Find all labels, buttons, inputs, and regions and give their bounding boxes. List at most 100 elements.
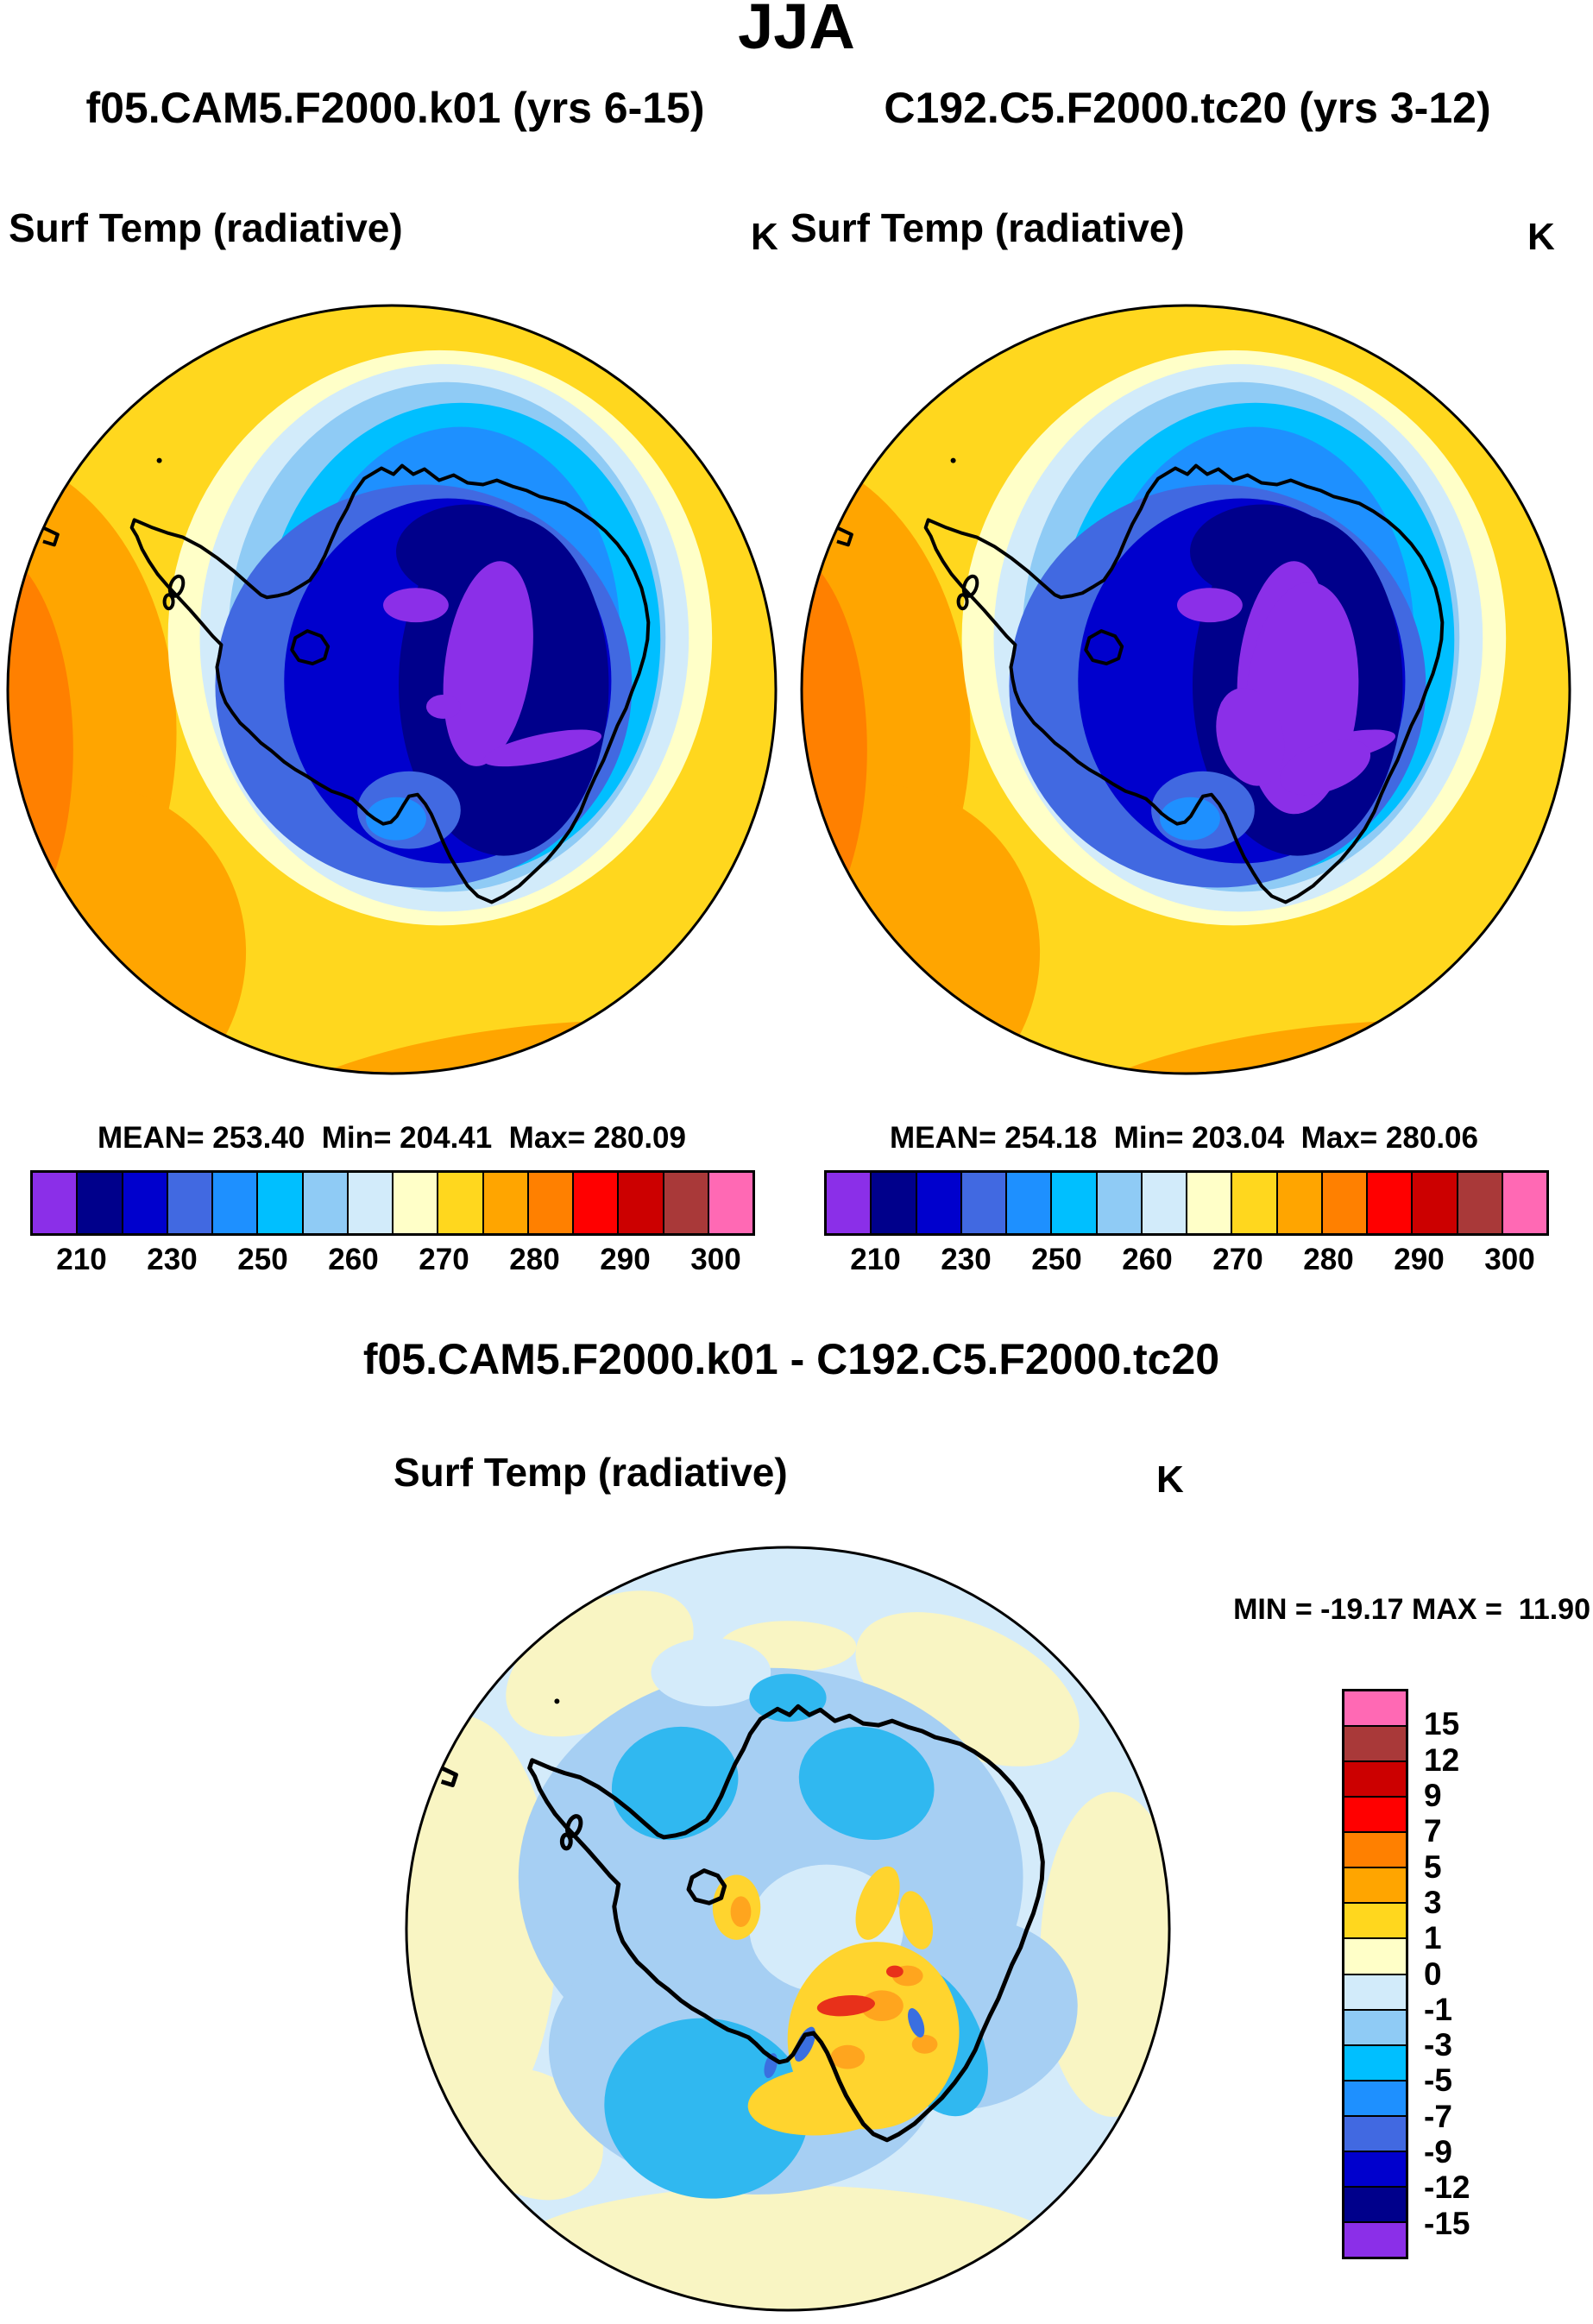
diff-colorbar-label: 5 — [1424, 1848, 1442, 1885]
colorbar-tick-label: 250 — [1031, 1243, 1082, 1276]
diff-colorbar-label: -15 — [1424, 2205, 1470, 2241]
colorbar-cell — [1140, 1173, 1186, 1233]
colorbar-tick-label: 300 — [1484, 1243, 1535, 1276]
colorbar-cell — [1411, 1173, 1457, 1233]
colorbar-cell — [1095, 1173, 1141, 1233]
colorbar-tick-label: 270 — [419, 1243, 469, 1276]
colorbar-cell — [707, 1173, 752, 1233]
temp-colorbar-ticks-right: 210 230 250 260 270 280 290 300 — [824, 1244, 1549, 1279]
colorbar-tick-label: 290 — [1394, 1243, 1445, 1276]
colorbar-cell — [1275, 1173, 1321, 1233]
diff-colorbar-label: 1 — [1424, 1920, 1442, 1956]
colorbar-tick-label: 210 — [850, 1243, 901, 1276]
diff-minmax-line: MIN = -19.17 MAX = 11.90 — [1233, 1593, 1590, 1626]
temp-colorbar-ticks-left: 210 230 250 260 270 280 290 300 — [30, 1244, 755, 1279]
surface-temp-diff-map — [403, 1546, 1173, 2314]
diff-colorbar-cell — [1344, 1902, 1406, 1938]
diff-colorbar-cell — [1344, 1831, 1406, 1867]
left-panel-subtitle: f05.CAM5.F2000.k01 (yrs 6-15) — [85, 84, 705, 132]
colorbar-cell — [526, 1173, 572, 1233]
colorbar-cell — [482, 1173, 527, 1233]
colorbar-cell — [1050, 1173, 1096, 1233]
diff-colorbar-label: -1 — [1424, 1991, 1452, 2027]
diff-colorbar-cell — [1344, 1725, 1406, 1761]
diff-colorbar-cell — [1344, 1973, 1406, 2009]
left-stats-line: MEAN= 253.40 Min= 204.41 Max= 280.09 — [98, 1121, 686, 1155]
colorbar-cell — [827, 1173, 871, 1233]
diff-colorbar-cell — [1344, 1760, 1406, 1797]
temp-colorbar-left — [30, 1170, 755, 1236]
map-boundary-circle — [6, 304, 778, 1075]
colorbar-tick-label: 230 — [941, 1243, 992, 1276]
colorbar-cell — [870, 1173, 916, 1233]
right-map-extra-cold-region — [1216, 582, 1371, 815]
right-field-label: Surf Temp (radiative) — [790, 205, 1185, 250]
colorbar-tick-label: 210 — [56, 1243, 107, 1276]
diff-colorbar-label: 0 — [1424, 1956, 1442, 1992]
diff-colorbar — [1342, 1689, 1408, 2259]
colorbar-cell — [437, 1173, 482, 1233]
colorbar-cell — [915, 1173, 960, 1233]
right-units-label: K — [1527, 216, 1555, 258]
diff-colorbar-cell — [1344, 2008, 1406, 2044]
surface-temp-map-right — [798, 304, 1573, 1077]
colorbar-tick-label: 280 — [509, 1243, 560, 1276]
right-panel-subtitle: C192.C5.F2000.tc20 (yrs 3-12) — [884, 84, 1491, 132]
colorbar-tick-label: 230 — [147, 1243, 198, 1276]
colorbar-cell — [166, 1173, 211, 1233]
figure-title: JJA — [738, 0, 855, 62]
diff-colorbar-cell — [1344, 2044, 1406, 2080]
diff-colorbar-label: -12 — [1424, 2170, 1470, 2206]
diff-colorbar-label: 3 — [1424, 1884, 1442, 1920]
colorbar-tick-label: 300 — [690, 1243, 741, 1276]
colorbar-cell — [1320, 1173, 1366, 1233]
diff-colorbar-cell — [1344, 1691, 1406, 1726]
colorbar-cell — [1231, 1173, 1276, 1233]
diff-colorbar-label: -9 — [1424, 2134, 1452, 2170]
colorbar-cell — [617, 1173, 663, 1233]
colorbar-cell — [346, 1173, 392, 1233]
colorbar-cell — [76, 1173, 122, 1233]
left-units-label: K — [751, 216, 778, 258]
colorbar-cell — [1005, 1173, 1051, 1233]
left-field-label: Surf Temp (radiative) — [9, 205, 403, 250]
diff-colorbar-label: -5 — [1424, 2063, 1452, 2099]
colorbar-tick-label: 290 — [600, 1243, 651, 1276]
diff-panel-title: f05.CAM5.F2000.k01 - C192.C5.F2000.tc20 — [362, 1335, 1220, 1383]
diff-colorbar-cell — [1344, 1937, 1406, 1974]
colorbar-cell — [301, 1173, 347, 1233]
colorbar-cell — [662, 1173, 708, 1233]
colorbar-cell — [1456, 1173, 1502, 1233]
diff-colorbar-label: 7 — [1424, 1813, 1442, 1849]
diff-colorbar-label: 15 — [1424, 1706, 1460, 1742]
diff-colorbar-cell — [1344, 2185, 1406, 2221]
colorbar-tick-label: 250 — [237, 1243, 288, 1276]
colorbar-tick-label: 260 — [328, 1243, 379, 1276]
colorbar-tick-label: 280 — [1303, 1243, 1354, 1276]
diff-colorbar-label: -3 — [1424, 2027, 1452, 2063]
colorbar-cell — [960, 1173, 1005, 1233]
diff-colorbar-cell — [1344, 1796, 1406, 1832]
colorbar-cell — [392, 1173, 438, 1233]
diff-units-label: K — [1156, 1458, 1184, 1501]
right-stats-line: MEAN= 254.18 Min= 203.04 Max= 280.06 — [890, 1121, 1478, 1155]
diff-field-label: Surf Temp (radiative) — [394, 1450, 788, 1495]
diff-colorbar-label: 12 — [1424, 1741, 1460, 1778]
diff-colorbar-label: -7 — [1424, 2098, 1452, 2134]
colorbar-cell — [256, 1173, 302, 1233]
colorbar-cell — [211, 1173, 257, 1233]
diff-colorbar-label: 9 — [1424, 1777, 1442, 1813]
colorbar-tick-label: 270 — [1212, 1243, 1263, 1276]
temp-colorbar-right — [824, 1170, 1549, 1236]
diff-colorbar-cell — [1344, 2114, 1406, 2151]
colorbar-cell — [121, 1173, 167, 1233]
diff-colorbar-labels: 15 12 9 7 5 3 1 0 -1 -3 -5 -7 -9 -12 -15 — [1424, 1689, 1562, 2259]
colorbar-cell — [1186, 1173, 1231, 1233]
colorbar-cell — [572, 1173, 618, 1233]
diff-colorbar-cell — [1344, 1867, 1406, 1903]
surface-temp-map-left — [4, 304, 779, 1077]
colorbar-tick-label: 260 — [1122, 1243, 1173, 1276]
colorbar-cell — [1501, 1173, 1546, 1233]
diff-colorbar-cell — [1344, 2079, 1406, 2115]
